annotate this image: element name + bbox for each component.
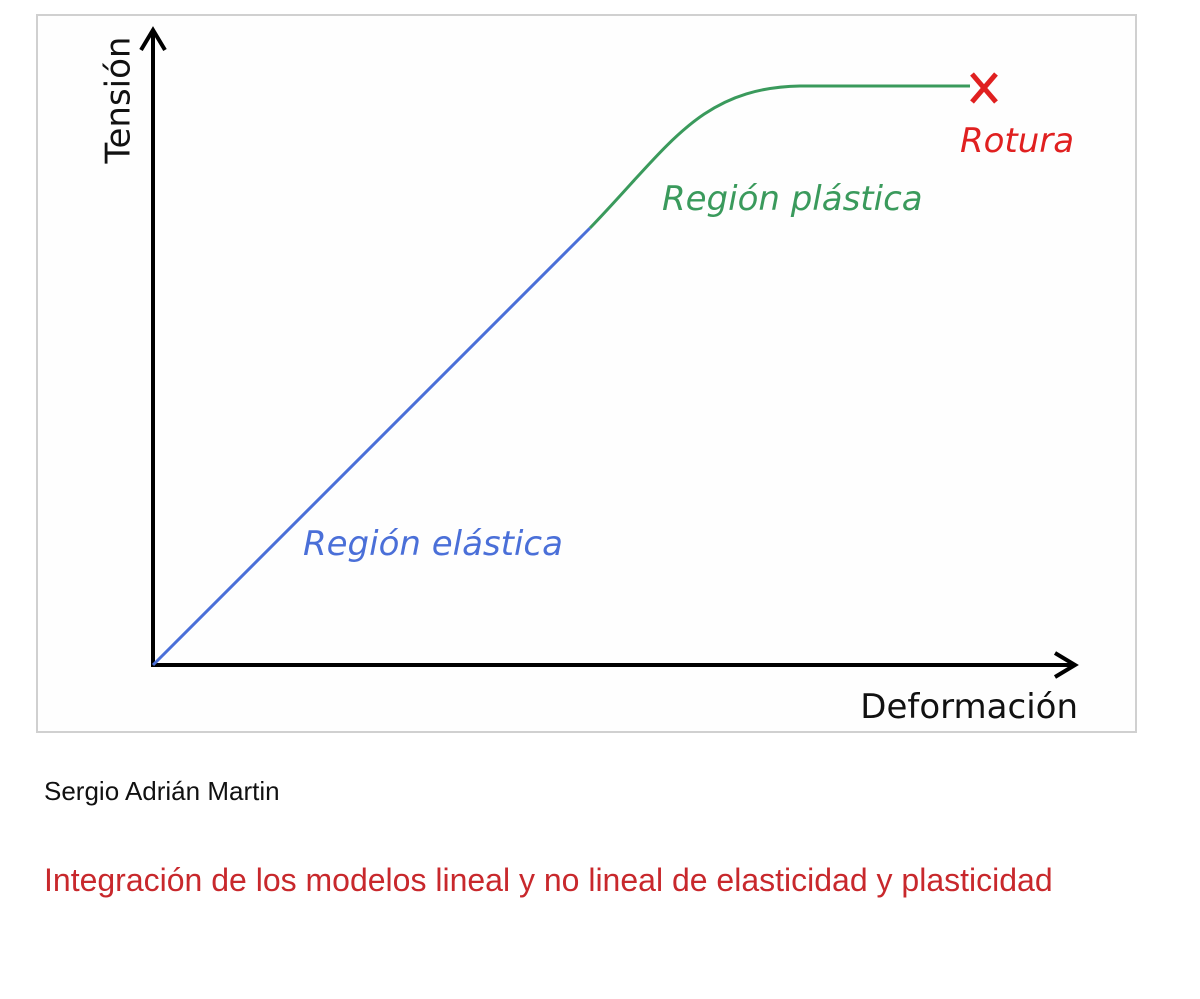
y-arrow (139, 26, 167, 52)
plastic-curve (588, 84, 970, 230)
x-axis-label: Deformación (860, 687, 1078, 727)
elastic-line (151, 226, 592, 667)
author: Sergio Adrián Martin (44, 776, 280, 806)
plastic-label: Región plástica (662, 179, 923, 219)
break-mark (970, 72, 998, 104)
x-arrow (1053, 651, 1079, 679)
break-label: Rotura (960, 121, 1074, 161)
frame (36, 14, 1137, 733)
elastic-label: Región elástica (303, 524, 563, 564)
y-axis-label: Tensión (99, 37, 139, 165)
title: Integración de los modelos lineal y no l… (44, 862, 1053, 898)
diagram: Tensión Deformación Región elástica Regi… (36, 14, 1137, 733)
